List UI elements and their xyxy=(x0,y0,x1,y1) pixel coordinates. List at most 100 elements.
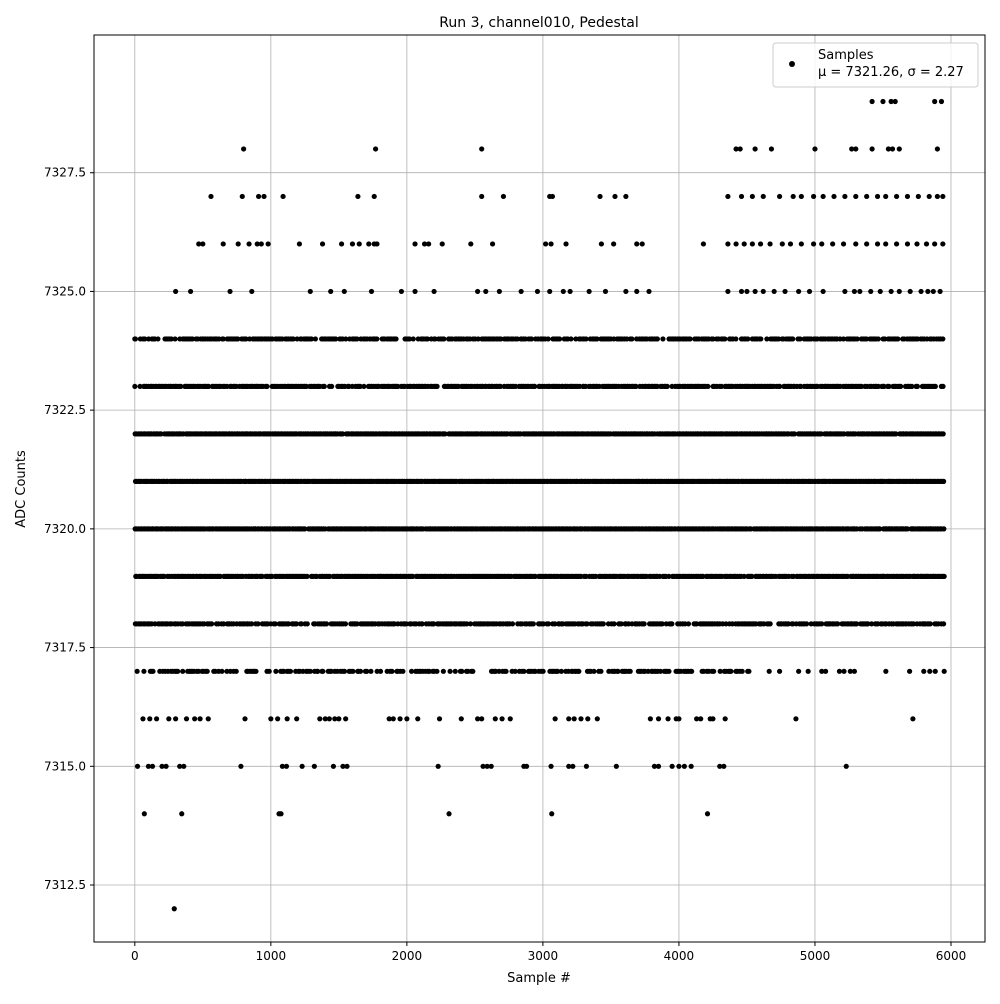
data-point xyxy=(233,668,239,674)
data-point xyxy=(940,193,946,200)
data-point xyxy=(507,716,513,722)
data-point xyxy=(243,336,249,342)
data-point xyxy=(570,763,576,769)
data-point xyxy=(265,241,271,247)
data-point xyxy=(354,621,360,627)
data-point xyxy=(238,763,244,769)
data-point xyxy=(419,621,425,627)
data-point xyxy=(941,526,947,532)
data-point xyxy=(278,811,284,817)
data-point xyxy=(869,98,875,105)
data-point xyxy=(904,241,911,247)
legend-marker xyxy=(789,61,795,67)
data-point xyxy=(745,336,751,342)
data-point xyxy=(940,336,946,342)
data-point xyxy=(431,621,437,627)
x-tick-label: 3000 xyxy=(528,949,559,963)
data-point xyxy=(354,336,360,342)
data-point xyxy=(555,668,561,674)
data-point xyxy=(676,716,682,722)
data-point xyxy=(470,668,476,674)
data-point xyxy=(733,241,739,247)
data-point xyxy=(937,288,943,295)
data-point xyxy=(941,573,947,579)
data-point xyxy=(284,716,290,722)
data-point xyxy=(934,193,940,200)
data-point xyxy=(140,716,146,722)
data-point xyxy=(209,621,215,627)
data-point xyxy=(415,716,421,722)
data-point xyxy=(854,621,860,627)
data-point xyxy=(412,241,418,247)
y-tick-label: 7315.0 xyxy=(44,759,86,773)
data-point xyxy=(299,763,305,769)
data-point xyxy=(235,336,241,342)
data-point xyxy=(322,716,328,722)
data-point xyxy=(749,241,755,247)
data-point xyxy=(893,526,900,532)
data-point xyxy=(926,193,932,200)
data-point xyxy=(598,241,604,247)
data-point xyxy=(910,526,916,532)
data-point xyxy=(657,668,664,674)
data-point xyxy=(752,288,758,295)
data-point xyxy=(566,716,572,722)
data-point xyxy=(549,193,556,200)
data-point xyxy=(342,621,349,627)
data-point xyxy=(811,193,817,200)
data-point xyxy=(855,573,862,579)
x-tick-label: 0 xyxy=(131,949,139,963)
data-point xyxy=(132,383,138,390)
data-point xyxy=(239,193,245,200)
data-point xyxy=(132,336,138,342)
data-point xyxy=(312,336,319,342)
data-point xyxy=(585,716,591,722)
data-point xyxy=(851,288,858,295)
data-point xyxy=(665,716,671,722)
data-points xyxy=(132,98,947,912)
data-point xyxy=(436,716,443,722)
data-point xyxy=(320,668,326,674)
data-point xyxy=(915,526,921,532)
data-point xyxy=(777,383,783,390)
data-point xyxy=(725,241,731,247)
data-point xyxy=(304,621,310,627)
data-point xyxy=(725,193,731,200)
data-point xyxy=(134,763,141,769)
data-point xyxy=(181,763,187,769)
y-tick-label: 7325.0 xyxy=(44,284,86,298)
data-point xyxy=(196,241,202,247)
data-point xyxy=(272,621,278,627)
data-point xyxy=(741,573,747,579)
data-point xyxy=(426,241,432,247)
data-point xyxy=(694,716,700,722)
data-point xyxy=(556,336,563,342)
data-point xyxy=(287,668,294,674)
data-point xyxy=(893,431,899,437)
data-point xyxy=(307,288,313,295)
data-point xyxy=(932,668,938,674)
data-point xyxy=(681,763,687,769)
data-point xyxy=(940,431,946,437)
data-point xyxy=(173,716,179,722)
data-point xyxy=(903,621,909,627)
data-point xyxy=(552,621,558,627)
data-point xyxy=(911,573,917,579)
data-point xyxy=(319,241,326,247)
data-point xyxy=(235,241,241,247)
data-point xyxy=(192,716,198,722)
data-point xyxy=(547,288,553,295)
data-point xyxy=(400,668,406,674)
data-point xyxy=(864,241,870,247)
data-point xyxy=(940,383,946,390)
data-point xyxy=(341,668,348,674)
data-point xyxy=(424,336,431,342)
data-point xyxy=(549,811,555,817)
data-point xyxy=(835,621,841,627)
data-point xyxy=(865,621,871,627)
data-point xyxy=(421,241,428,247)
data-point xyxy=(767,241,773,247)
data-point xyxy=(918,288,924,295)
data-point xyxy=(159,763,165,769)
